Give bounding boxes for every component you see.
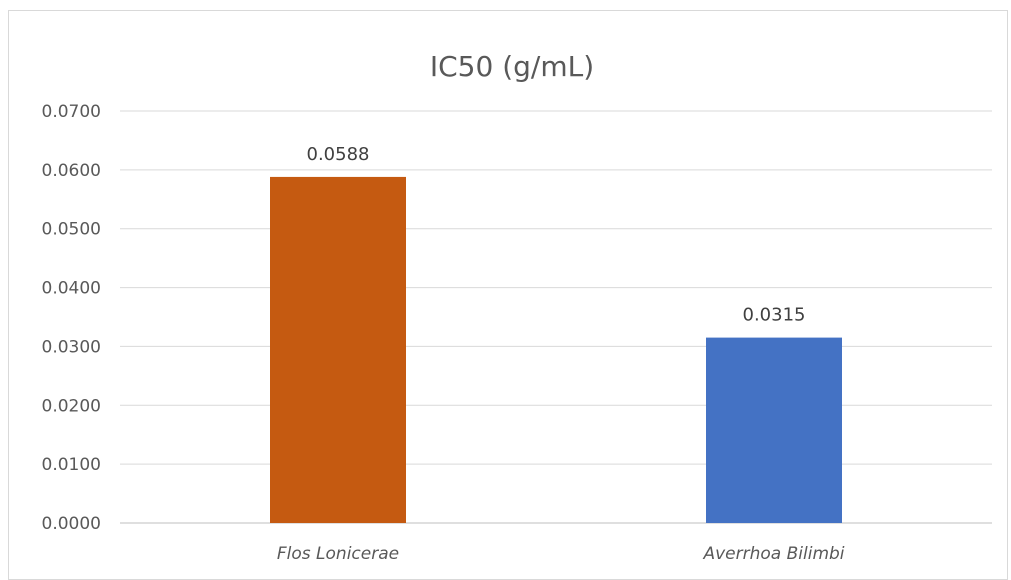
y-tick-label: 0.0700 — [42, 102, 101, 122]
category-label: Averrhoa Bilimbi — [702, 544, 844, 564]
y-tick-label: 0.0500 — [42, 220, 101, 240]
data-label: 0.0588 — [307, 144, 370, 165]
y-axis-tick-labels: 0.0000 0.0100 0.0200 0.0300 0.0400 0.0500 0.06… — [42, 102, 101, 534]
gridlines — [120, 110, 992, 524]
y-tick-label: 0.0000 — [42, 514, 101, 534]
y-tick-label: 0.0100 — [42, 455, 101, 475]
y-tick-label: 0.0300 — [42, 337, 101, 357]
bar — [270, 176, 406, 524]
bar — [706, 337, 842, 523]
y-tick-label: 0.0200 — [42, 396, 101, 416]
bars — [270, 176, 842, 524]
chart-title: IC50 (g/mL) — [430, 50, 594, 83]
category-label: Flos Lonicerae — [277, 544, 399, 564]
data-labels: 0.0588 0.0315 — [307, 144, 806, 326]
y-tick-label: 0.0400 — [42, 279, 101, 299]
data-label: 0.0315 — [743, 305, 806, 326]
y-tick-label: 0.0600 — [42, 161, 101, 181]
x-axis-category-labels: Flos Lonicerae Averrhoa Bilimbi — [277, 544, 845, 564]
